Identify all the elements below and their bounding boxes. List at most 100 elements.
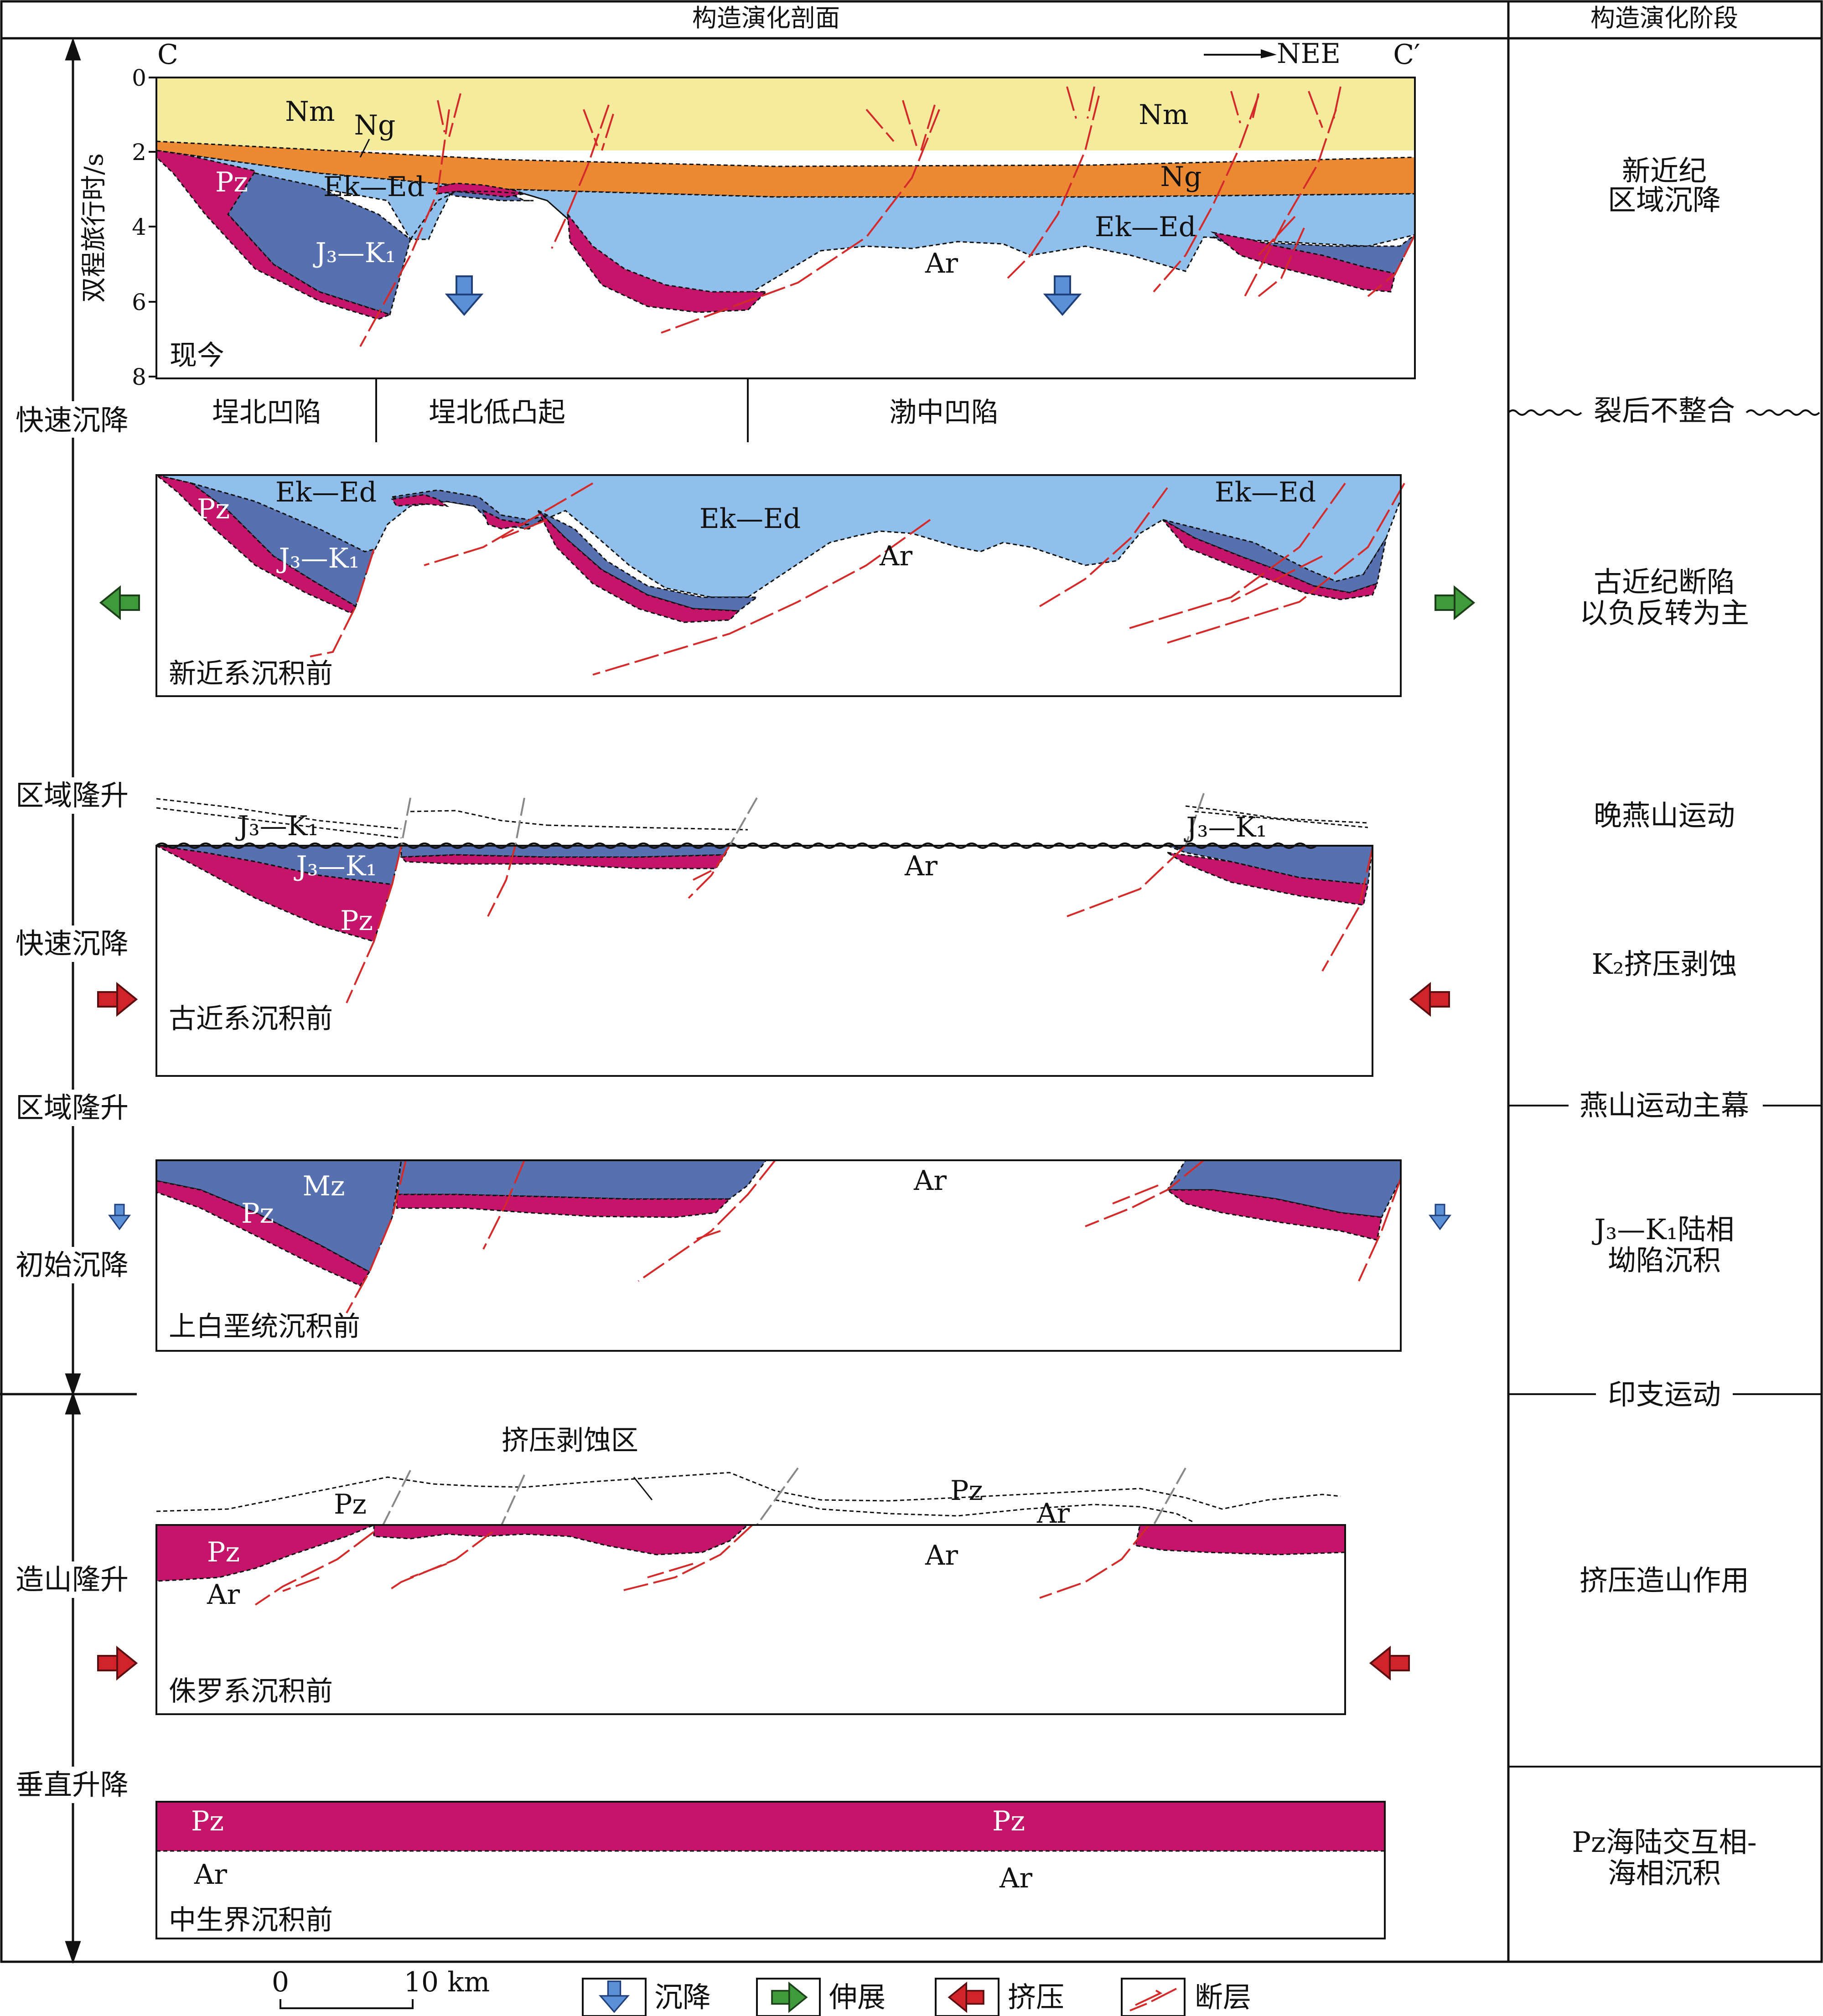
unit-label: Ng: [354, 109, 396, 141]
fault: [254, 1524, 1150, 1606]
subsidence-arrow-icon: [1429, 1204, 1451, 1230]
event-label: 区域隆升: [16, 779, 129, 812]
event-labels: 快速沉降 区域隆升 快速沉降 区域隆升 初始沉降 造山隆升 垂直升降: [9, 401, 137, 1803]
eroded-fault: [400, 793, 1205, 846]
y-axis: 0 2 4 6 8 双程旅行时/s: [79, 65, 156, 390]
subsidence-arrow-icon: [109, 1204, 130, 1230]
unit-label: Pz: [241, 1198, 274, 1230]
fault: [346, 1159, 1402, 1313]
layer-pz: [156, 1802, 1385, 1851]
section-start-label: C: [157, 39, 178, 71]
unit-label: Ek—Ed: [1095, 211, 1196, 243]
panel-frame: [155, 77, 1416, 379]
stage-text: 挤压造山作用: [1580, 1564, 1749, 1597]
time-arrow-upper: [65, 37, 81, 1396]
panel-frame: [155, 1159, 1402, 1352]
stage-text: Pz海陆交互相-: [1572, 1825, 1756, 1859]
time-arrow-lower: [65, 1391, 81, 1964]
unit-label: J₃—K₁: [294, 850, 377, 882]
zone-label: 渤中凹陷: [889, 397, 999, 429]
event-label: 造山隆升: [16, 1563, 129, 1596]
event-label: 快速沉降: [16, 927, 129, 960]
scale-bar: 0 10 km: [272, 1966, 490, 2009]
panel-pre-upper-cretaceous: Mz Pz Ar 上白垩统沉积前: [109, 1159, 1451, 1352]
subsidence-arrow-icon: [446, 275, 482, 315]
unit-label: Ar: [999, 1862, 1032, 1894]
panel-present: 0 2 4 6 8 双程旅行时/s C C′ NEE Nm Ng Nm Ng P…: [79, 38, 1420, 442]
stage-text: 海相沉积: [1608, 1856, 1721, 1890]
panel-name: 新近系沉积前: [169, 658, 333, 690]
legend-label: 沉降: [654, 1980, 711, 2014]
panel-frame: [155, 1524, 1346, 1715]
fault: [359, 86, 1416, 347]
unit-label: Ng: [1160, 161, 1202, 193]
panel-name: 古近系沉积前: [169, 1003, 333, 1035]
panel-pre-jurassic: 挤压剥蚀区 Pz Pz Ar Pz Ar Ar 侏罗系沉积前: [97, 1425, 1410, 1715]
stage-text: J₃—K₁陆相: [1592, 1213, 1735, 1246]
stage-dividers: [1507, 409, 1822, 1768]
unit-label: Pz: [207, 1536, 240, 1568]
unit-label: Ar: [925, 1540, 958, 1571]
legend-label: 断层: [1195, 1980, 1251, 2014]
layer-ng: [155, 140, 1416, 198]
fault-icon: [1129, 1988, 1177, 2011]
panel-name: 中生界沉积前: [169, 1904, 333, 1936]
compression-arrow-icon: [97, 983, 137, 1016]
unit-label: Ar: [925, 248, 958, 279]
unit-label: Ar: [879, 540, 912, 572]
stage-text: 以负反转为主: [1580, 596, 1749, 630]
unit-label: Pz: [215, 166, 248, 198]
unit-label: Pz: [334, 1489, 367, 1520]
panel-name: 侏罗系沉积前: [169, 1675, 333, 1707]
unit-label: Pz: [340, 905, 373, 937]
panel-frame: [155, 1801, 1386, 1939]
unit-label: J₃—K₁: [313, 237, 396, 269]
stage-text: 新近纪: [1622, 154, 1707, 187]
unit-label: J₃—K₁: [235, 810, 319, 842]
unit-label: 挤压剥蚀区: [502, 1425, 638, 1457]
unit-label: Nm: [285, 96, 335, 128]
unit-label: Pz: [197, 493, 230, 525]
unit-label: J₃—K₁: [276, 543, 360, 574]
legend-label: 伸展: [829, 1980, 886, 2014]
unit-label: Mz: [302, 1170, 345, 1202]
eroded-fault: [382, 1467, 1186, 1526]
y-tick-label: 0: [132, 65, 146, 91]
layer-nm: [156, 78, 1415, 150]
fault: [346, 845, 1373, 1003]
unit-label: Ek—Ed: [275, 476, 377, 508]
direction-arrow-icon: [1204, 49, 1277, 58]
panel-name: 现今: [170, 340, 224, 372]
subsidence-arrow-icon: [1044, 275, 1081, 315]
table-frame: [0, 0, 1823, 1963]
unit-label: Ek—Ed: [323, 171, 425, 203]
stage-text: 燕山运动主幕: [1580, 1089, 1749, 1122]
panel-name: 上白垩统沉积前: [169, 1311, 360, 1343]
extension-arrow-icon: [1435, 586, 1475, 619]
stage-text: K₂挤压剥蚀: [1591, 947, 1737, 981]
stage-text: 坳陷沉积: [1608, 1244, 1721, 1277]
scale-start: 0: [272, 1966, 289, 1998]
event-label: 初始沉降: [16, 1248, 129, 1282]
unit-label: Ek—Ed: [1215, 476, 1316, 508]
panel-frame: [155, 845, 1373, 1077]
layer-pz: [155, 1524, 1346, 1582]
extension-arrow-icon: [100, 586, 140, 619]
y-axis-label: 双程旅行时/s: [79, 153, 109, 303]
y-tick-label: 8: [132, 364, 146, 390]
unit-label: Ek—Ed: [699, 503, 801, 535]
y-tick-label: 6: [132, 289, 146, 315]
fault: [310, 482, 1405, 676]
legend: 沉降 伸展 挤压 断层: [582, 1978, 1251, 2016]
scale-end: 10 km: [404, 1966, 490, 1998]
unit-label: Ar: [1036, 1498, 1070, 1530]
erosion-envelope: [156, 1472, 1341, 1512]
unit-label: Ar: [913, 1165, 947, 1197]
unit-label: Nm: [1139, 99, 1188, 131]
compression-arrow-icon: [1410, 983, 1450, 1016]
panel-pre-mesozoic: Pz Pz Ar Ar 中生界沉积前: [155, 1801, 1386, 1939]
unit-label: J₃—K₁: [1184, 812, 1267, 843]
panel-pre-paleogene: J₃—K₁ J₃—K₁ J₃—K₁ Pz Ar 古近系沉积前: [97, 793, 1450, 1077]
event-label: 区域隆升: [16, 1091, 129, 1124]
